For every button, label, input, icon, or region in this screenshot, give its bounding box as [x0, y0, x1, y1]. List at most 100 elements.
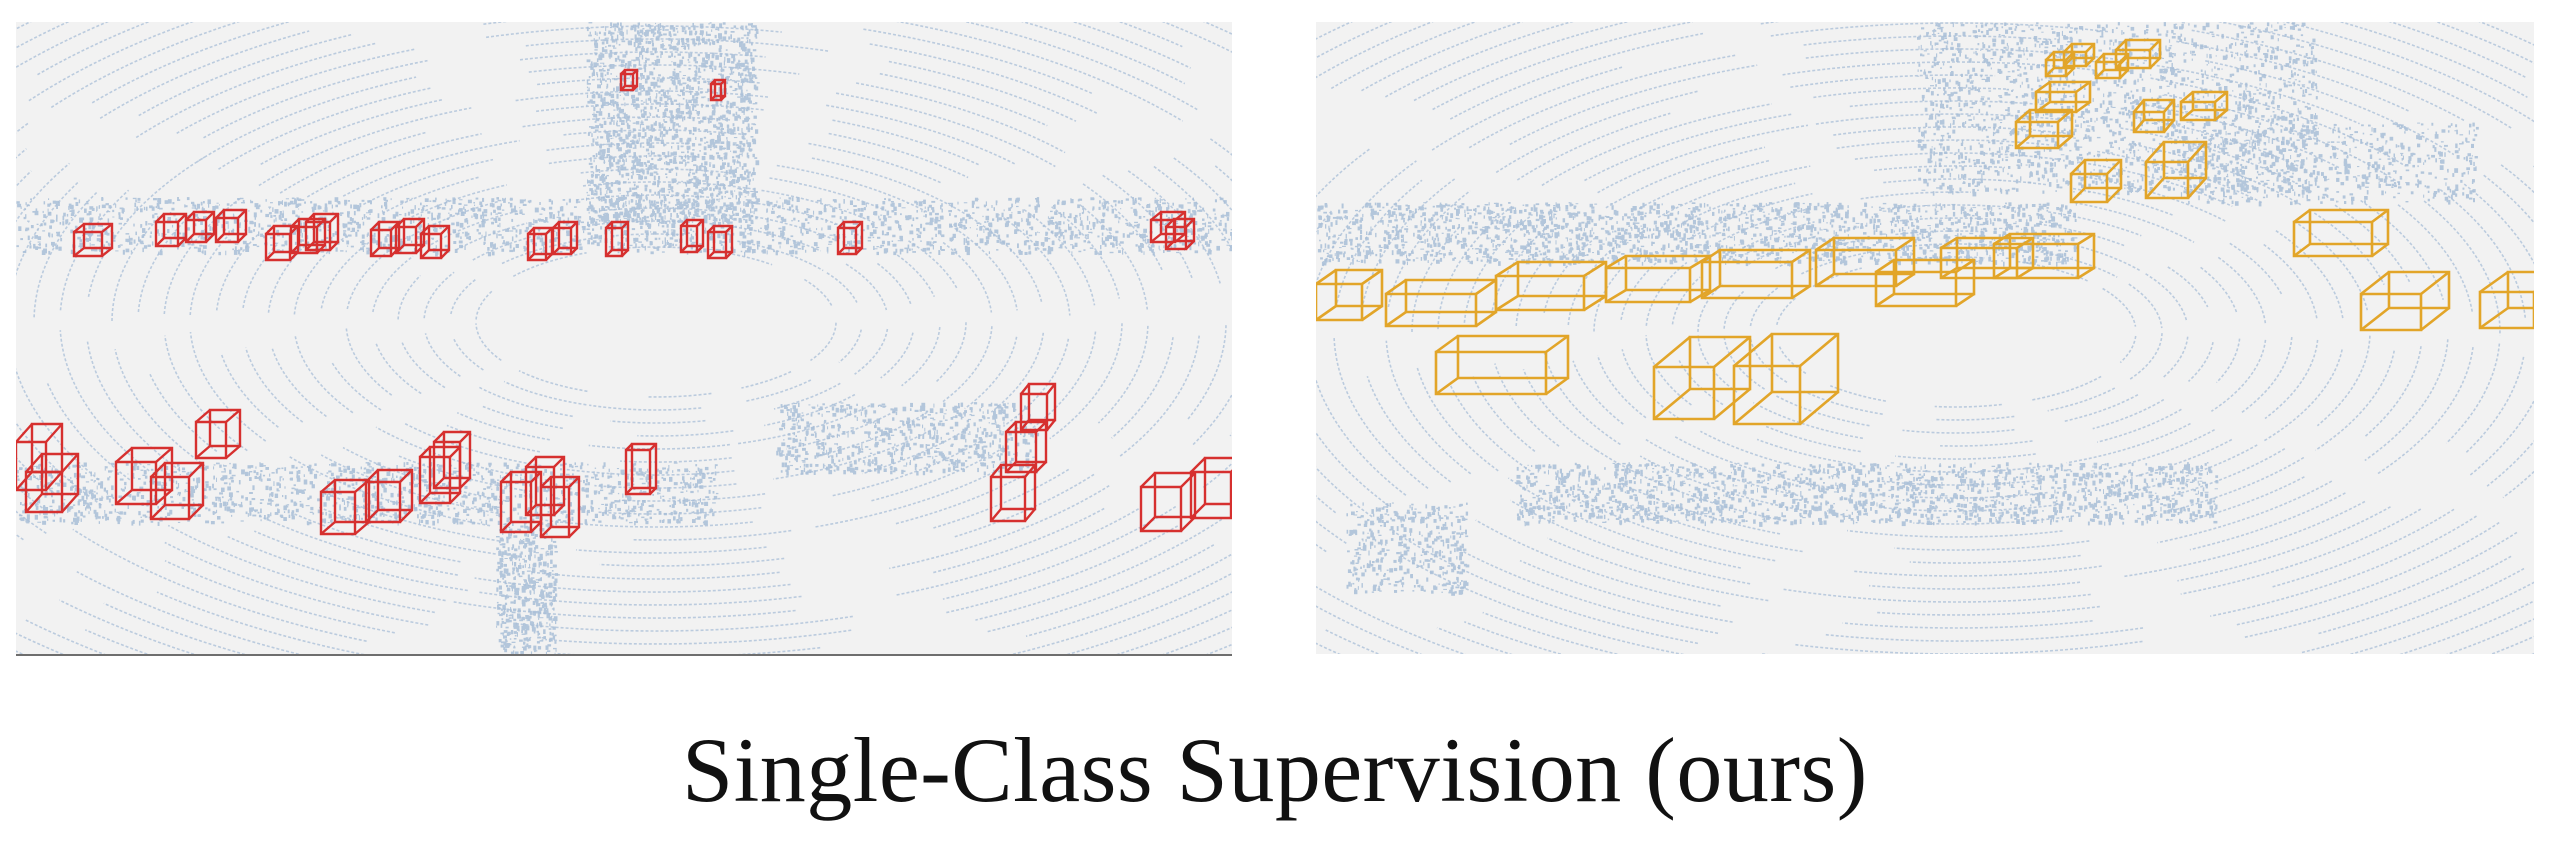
lidar-point: [644, 132, 647, 137]
lidar-point: [625, 63, 628, 66]
lidar-point: [1195, 204, 1197, 210]
lidar-point: [935, 216, 939, 222]
lidar-point: [347, 465, 350, 471]
lidar-point: [780, 216, 784, 221]
lidar-point: [747, 246, 752, 250]
lidar-point: [721, 214, 724, 220]
lidar-point: [618, 137, 621, 140]
lidar-point: [873, 211, 875, 215]
lidar-point: [666, 194, 669, 196]
lidar-point: [432, 520, 435, 526]
lidar-point: [739, 65, 741, 69]
lidar-point: [1152, 249, 1154, 254]
lidar-point: [1186, 236, 1189, 238]
lidar-point: [540, 234, 543, 237]
lidar-point: [125, 248, 130, 253]
lidar-point: [705, 206, 710, 209]
lidar-point: [1147, 238, 1150, 244]
lidar-point: [81, 475, 86, 479]
lidar-point: [656, 173, 659, 175]
lidar-point: [915, 217, 919, 220]
lidar-point: [881, 240, 885, 245]
lidar-point: [735, 179, 739, 183]
lidar-point: [658, 139, 663, 141]
lidar-point: [637, 202, 640, 207]
lidar-point: [680, 110, 685, 115]
lidar-point: [98, 205, 100, 209]
lidar-point: [1114, 236, 1118, 242]
lidar-point: [720, 165, 723, 170]
lidar-point: [995, 213, 999, 218]
lidar-point: [497, 224, 499, 227]
lidar-point: [253, 470, 256, 474]
lidar-point: [511, 236, 514, 242]
lidar-point: [601, 178, 605, 183]
lidar-point: [473, 506, 477, 508]
lidar-point: [628, 61, 632, 64]
lidar-point: [742, 120, 745, 124]
lidar-point: [926, 241, 930, 246]
lidar-point: [411, 197, 413, 200]
lidar-point: [1058, 212, 1062, 214]
lidar-point: [96, 478, 100, 481]
lidar-point: [713, 110, 715, 115]
lidar-point: [742, 29, 744, 31]
lidar-point: [55, 200, 59, 205]
lidar-point: [466, 513, 470, 516]
lidar-point: [545, 489, 549, 493]
lidar-point: [606, 154, 610, 157]
lidar-point: [172, 224, 174, 228]
lidar-point: [606, 135, 610, 140]
lidar-point: [495, 213, 499, 215]
lidar-point: [1082, 225, 1084, 230]
lidar-point: [753, 115, 757, 119]
lidar-point: [501, 248, 505, 252]
lidar-point: [620, 164, 623, 166]
lidar-point: [677, 205, 679, 210]
lidar-point: [74, 491, 75, 494]
lidar-point: [1108, 235, 1112, 239]
lidar-point: [56, 205, 58, 209]
lidar-point: [276, 249, 280, 251]
lidar-point: [766, 208, 768, 213]
lidar-point: [685, 99, 688, 103]
lidar-point: [677, 94, 680, 96]
lidar-point: [951, 236, 954, 241]
lidar-point: [700, 137, 703, 142]
lidar-point: [1198, 228, 1203, 232]
lidar-point: [643, 62, 646, 64]
lidar-point: [633, 103, 637, 107]
lidar-point: [624, 209, 628, 213]
lidar-point: [438, 464, 443, 468]
lidar-point: [1057, 199, 1060, 202]
lidar-point: [332, 233, 335, 237]
lidar-point: [747, 179, 751, 182]
lidar-point: [714, 186, 719, 190]
lidar-point: [623, 162, 625, 166]
lidar-point: [291, 197, 295, 200]
lidar-point: [672, 206, 674, 210]
lidar-point: [678, 66, 681, 68]
lidar-point: [712, 138, 715, 143]
lidar-point: [490, 212, 492, 216]
lidar-point: [392, 473, 394, 479]
lidar-point: [728, 169, 732, 175]
lidar-point: [745, 202, 749, 207]
lidar-point: [1142, 233, 1146, 239]
lidar-point: [70, 229, 74, 234]
lidar-point: [1170, 245, 1173, 249]
lidar-point: [804, 218, 808, 221]
lidar-point: [205, 507, 208, 510]
lidar-point: [596, 110, 599, 114]
lidar-point: [723, 205, 725, 208]
lidar-point: [784, 199, 788, 204]
lidar-point: [657, 184, 659, 188]
lidar-point: [754, 192, 757, 198]
lidar-point: [702, 62, 706, 67]
lidar-point: [588, 211, 590, 214]
lidar-point: [632, 483, 635, 486]
lidar-point: [616, 144, 620, 150]
lidar-point: [284, 486, 286, 489]
lidar-point: [1114, 214, 1118, 219]
lidar-point: [628, 131, 632, 136]
